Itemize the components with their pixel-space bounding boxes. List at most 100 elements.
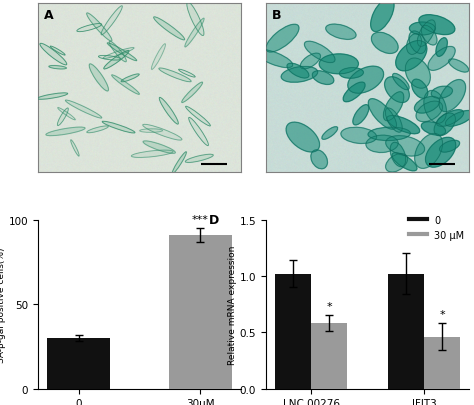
Ellipse shape (143, 141, 175, 154)
Ellipse shape (418, 21, 435, 47)
Ellipse shape (385, 109, 402, 133)
Text: A: A (44, 9, 54, 22)
Bar (311, 324, 347, 389)
Ellipse shape (319, 55, 358, 75)
Ellipse shape (107, 44, 137, 62)
Bar (424, 337, 460, 389)
Ellipse shape (87, 14, 112, 42)
Ellipse shape (392, 74, 409, 91)
Ellipse shape (154, 18, 185, 41)
Ellipse shape (387, 116, 419, 134)
Text: ***: *** (192, 214, 209, 224)
Ellipse shape (421, 122, 446, 136)
Ellipse shape (353, 105, 369, 126)
Ellipse shape (281, 67, 318, 83)
Ellipse shape (46, 128, 85, 136)
Y-axis label: SA-β-gal positive cells(%): SA-β-gal positive cells(%) (0, 247, 6, 362)
Ellipse shape (186, 107, 210, 127)
Ellipse shape (426, 138, 456, 168)
Ellipse shape (57, 109, 68, 126)
Y-axis label: Relative mRNA expression: Relative mRNA expression (228, 245, 237, 364)
Ellipse shape (102, 122, 135, 134)
Ellipse shape (368, 99, 396, 130)
Ellipse shape (448, 60, 469, 73)
Ellipse shape (131, 151, 173, 158)
Ellipse shape (412, 80, 428, 99)
Ellipse shape (386, 154, 408, 173)
Bar (388, 274, 424, 389)
Ellipse shape (439, 141, 460, 153)
Bar (47, 338, 110, 389)
Ellipse shape (407, 34, 421, 55)
Ellipse shape (312, 72, 334, 85)
Ellipse shape (112, 76, 139, 95)
Legend: 0, 30 μM: 0, 30 μM (405, 211, 468, 244)
Ellipse shape (143, 125, 182, 141)
Ellipse shape (151, 45, 165, 70)
Ellipse shape (71, 141, 79, 157)
Text: *: * (439, 309, 445, 319)
Ellipse shape (405, 59, 430, 89)
Ellipse shape (372, 33, 398, 54)
Ellipse shape (58, 108, 75, 121)
Ellipse shape (414, 97, 440, 114)
Ellipse shape (434, 114, 456, 136)
Ellipse shape (322, 127, 337, 140)
Ellipse shape (366, 136, 398, 153)
Ellipse shape (392, 153, 417, 171)
Ellipse shape (390, 143, 406, 167)
Ellipse shape (384, 77, 410, 103)
Ellipse shape (431, 87, 453, 99)
Ellipse shape (311, 150, 328, 169)
Ellipse shape (304, 42, 335, 64)
Ellipse shape (428, 47, 455, 71)
Ellipse shape (348, 67, 383, 94)
Ellipse shape (256, 50, 293, 68)
Ellipse shape (424, 91, 447, 124)
Ellipse shape (371, 0, 394, 32)
Ellipse shape (409, 32, 426, 54)
Ellipse shape (446, 111, 474, 127)
Ellipse shape (287, 64, 309, 79)
Ellipse shape (396, 41, 427, 72)
Ellipse shape (410, 23, 436, 36)
Ellipse shape (286, 123, 319, 153)
Ellipse shape (172, 152, 186, 174)
Ellipse shape (266, 25, 299, 53)
Ellipse shape (99, 56, 120, 61)
Ellipse shape (341, 128, 377, 144)
Ellipse shape (37, 94, 68, 100)
Ellipse shape (109, 42, 126, 63)
Ellipse shape (343, 83, 365, 102)
Ellipse shape (416, 102, 443, 122)
Ellipse shape (121, 75, 139, 83)
Ellipse shape (421, 26, 437, 46)
Ellipse shape (182, 83, 202, 103)
Bar (169, 235, 232, 389)
Ellipse shape (159, 98, 178, 125)
Ellipse shape (187, 3, 204, 36)
Ellipse shape (386, 136, 425, 157)
Ellipse shape (185, 19, 204, 48)
Text: *: * (327, 301, 332, 311)
Ellipse shape (326, 25, 356, 40)
Text: D: D (209, 213, 219, 226)
Ellipse shape (185, 155, 213, 163)
Ellipse shape (419, 16, 455, 36)
Ellipse shape (77, 24, 102, 32)
Bar (275, 274, 311, 389)
Ellipse shape (65, 101, 102, 119)
Ellipse shape (87, 127, 109, 133)
Ellipse shape (437, 111, 464, 127)
Ellipse shape (179, 70, 195, 78)
Ellipse shape (104, 51, 129, 70)
Ellipse shape (40, 44, 67, 66)
Ellipse shape (368, 128, 410, 141)
Ellipse shape (383, 92, 404, 122)
Text: B: B (272, 9, 282, 22)
Ellipse shape (301, 54, 320, 70)
Ellipse shape (140, 130, 163, 133)
Ellipse shape (103, 49, 134, 59)
Ellipse shape (339, 68, 364, 79)
Ellipse shape (89, 65, 109, 92)
